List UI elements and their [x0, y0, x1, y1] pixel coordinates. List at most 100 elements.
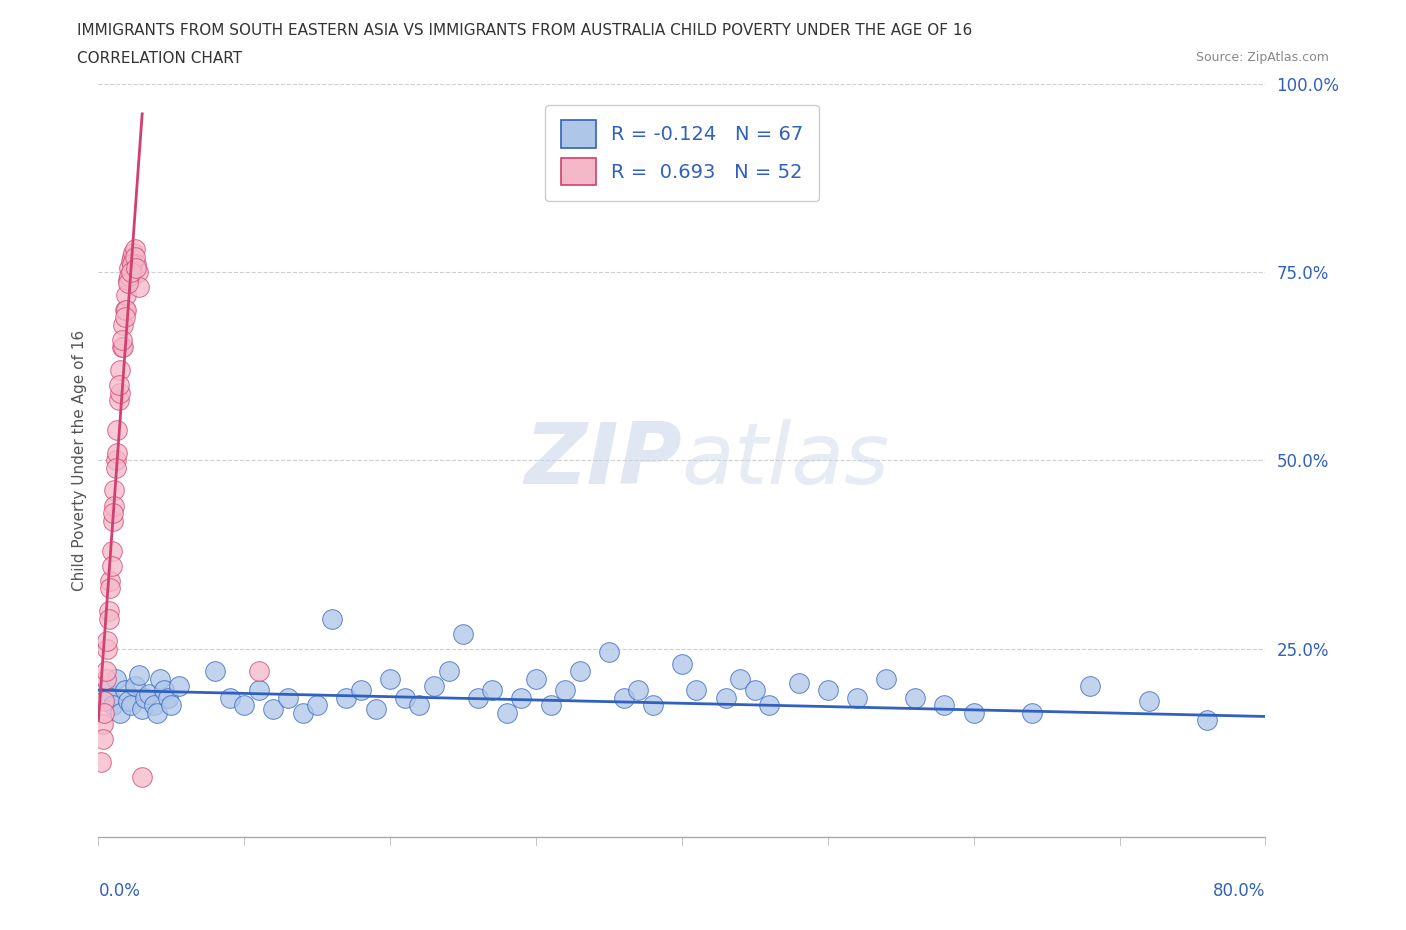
- Point: [744, 683, 766, 698]
- Point: [103, 483, 125, 498]
- Point: [817, 683, 839, 698]
- Point: [233, 698, 256, 712]
- Point: [128, 668, 150, 683]
- Point: [247, 683, 270, 698]
- Point: [93, 705, 115, 720]
- Point: [104, 671, 127, 686]
- Point: [962, 705, 984, 720]
- Point: [96, 633, 118, 648]
- Point: [98, 581, 121, 596]
- Point: [131, 701, 153, 716]
- Point: [112, 340, 135, 355]
- Y-axis label: Child Poverty Under the Age of 16: Child Poverty Under the Age of 16: [72, 330, 87, 591]
- Point: [100, 543, 122, 558]
- Point: [91, 717, 114, 732]
- Text: atlas: atlas: [682, 418, 890, 502]
- Point: [451, 626, 474, 641]
- Point: [146, 705, 169, 720]
- Text: CORRELATION CHART: CORRELATION CHART: [77, 51, 242, 66]
- Point: [167, 679, 190, 694]
- Point: [758, 698, 780, 712]
- Point: [685, 683, 707, 698]
- Point: [105, 423, 128, 438]
- Point: [481, 683, 503, 698]
- Point: [128, 280, 150, 295]
- Point: [307, 698, 329, 712]
- Point: [127, 264, 149, 279]
- Point: [110, 705, 132, 720]
- Point: [121, 249, 143, 264]
- Point: [117, 694, 139, 709]
- Point: [218, 690, 240, 705]
- Point: [104, 453, 127, 468]
- Point: [101, 513, 124, 528]
- Point: [671, 657, 693, 671]
- Legend: R = -0.124   N = 67, R =  0.693   N = 52: R = -0.124 N = 67, R = 0.693 N = 52: [546, 105, 818, 201]
- Point: [350, 683, 373, 698]
- Point: [97, 604, 120, 618]
- Point: [104, 460, 127, 475]
- Point: [93, 694, 115, 709]
- Point: [204, 664, 226, 679]
- Point: [124, 242, 146, 257]
- Point: [904, 690, 927, 705]
- Point: [540, 698, 562, 712]
- Point: [1080, 679, 1102, 694]
- Point: [118, 269, 141, 284]
- Point: [247, 664, 270, 679]
- Point: [277, 690, 299, 705]
- Point: [714, 690, 737, 705]
- Point: [118, 260, 141, 275]
- Point: [97, 611, 120, 626]
- Point: [114, 302, 136, 317]
- Point: [122, 246, 145, 260]
- Point: [91, 732, 114, 747]
- Point: [380, 671, 402, 686]
- Point: [111, 332, 134, 347]
- Point: [598, 645, 620, 660]
- Text: IMMIGRANTS FROM SOUTH EASTERN ASIA VS IMMIGRANTS FROM AUSTRALIA CHILD POVERTY UN: IMMIGRANTS FROM SOUTH EASTERN ASIA VS IM…: [77, 23, 973, 38]
- Point: [423, 679, 446, 694]
- Text: Source: ZipAtlas.com: Source: ZipAtlas.com: [1195, 51, 1329, 64]
- Point: [157, 690, 180, 705]
- Point: [101, 506, 124, 521]
- Point: [627, 683, 650, 698]
- Point: [787, 675, 810, 690]
- Text: 80.0%: 80.0%: [1213, 883, 1265, 900]
- Point: [160, 698, 183, 712]
- Point: [90, 754, 112, 769]
- Point: [120, 253, 142, 268]
- Point: [1137, 694, 1160, 709]
- Point: [120, 264, 142, 279]
- Point: [364, 701, 387, 716]
- Text: ZIP: ZIP: [524, 418, 682, 502]
- Point: [94, 683, 117, 698]
- Point: [117, 276, 139, 291]
- Point: [1195, 712, 1218, 727]
- Point: [496, 705, 519, 720]
- Point: [94, 664, 117, 679]
- Point: [115, 287, 138, 302]
- Point: [291, 705, 314, 720]
- Point: [117, 272, 139, 287]
- Text: 0.0%: 0.0%: [98, 883, 141, 900]
- Point: [467, 690, 489, 705]
- Point: [110, 385, 132, 400]
- Point: [408, 698, 430, 712]
- Point: [641, 698, 664, 712]
- Point: [142, 698, 165, 712]
- Point: [98, 690, 121, 705]
- Point: [112, 317, 135, 332]
- Point: [94, 671, 117, 686]
- Point: [105, 445, 128, 460]
- Point: [524, 671, 547, 686]
- Point: [335, 690, 357, 705]
- Point: [125, 257, 148, 272]
- Point: [121, 257, 143, 272]
- Point: [98, 574, 121, 589]
- Point: [103, 498, 125, 513]
- Point: [100, 558, 122, 573]
- Point: [110, 363, 132, 378]
- Point: [134, 690, 156, 705]
- Point: [131, 769, 153, 784]
